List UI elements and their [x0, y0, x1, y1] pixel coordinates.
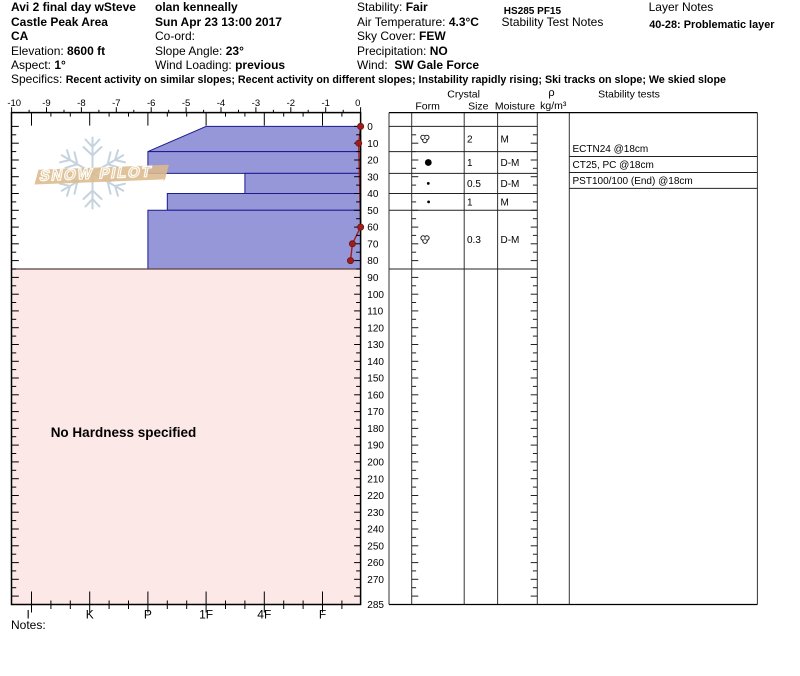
- svg-text:110: 110: [367, 307, 383, 318]
- svg-text:1: 1: [467, 197, 473, 208]
- svg-text:-7: -7: [112, 98, 120, 109]
- svg-text:260: 260: [367, 558, 384, 569]
- svg-text:0: 0: [367, 122, 373, 133]
- svg-text:-6: -6: [147, 98, 155, 109]
- svg-text:Size: Size: [468, 100, 489, 112]
- svg-text:Form: Form: [415, 100, 440, 112]
- svg-text:230: 230: [367, 508, 384, 519]
- svg-text:190: 190: [367, 441, 384, 452]
- svg-text:D-M: D-M: [501, 179, 520, 190]
- svg-text:270: 270: [367, 575, 384, 586]
- svg-text:120: 120: [367, 323, 384, 334]
- svg-text:Crystal: Crystal: [447, 89, 480, 101]
- svg-text:SNOW PILOT: SNOW PILOT: [38, 164, 154, 185]
- svg-text:80: 80: [367, 256, 379, 267]
- svg-text:K: K: [86, 607, 94, 621]
- svg-text:D-M: D-M: [501, 235, 520, 246]
- svg-text:Moisture: Moisture: [495, 100, 535, 112]
- svg-text:-3: -3: [252, 98, 260, 109]
- svg-text:-5: -5: [182, 98, 190, 109]
- svg-text:220: 220: [367, 491, 384, 502]
- svg-text:ECTN24 @18cm: ECTN24 @18cm: [573, 144, 649, 155]
- svg-text:10: 10: [367, 139, 379, 150]
- svg-text:ρ: ρ: [548, 87, 554, 99]
- svg-text:I: I: [27, 607, 30, 621]
- svg-text:0: 0: [355, 98, 360, 109]
- svg-text:-4: -4: [217, 98, 225, 109]
- svg-text:100: 100: [367, 290, 384, 301]
- svg-text:140: 140: [367, 357, 384, 368]
- svg-text:D-M: D-M: [501, 158, 520, 169]
- svg-text:-9: -9: [42, 98, 50, 109]
- svg-text:70: 70: [367, 239, 379, 250]
- svg-text:Stability tests: Stability tests: [598, 89, 660, 101]
- svg-text:F: F: [319, 607, 326, 621]
- svg-text:240: 240: [367, 525, 384, 536]
- svg-text:200: 200: [367, 458, 384, 469]
- svg-text:0.3: 0.3: [467, 235, 481, 246]
- svg-text:160: 160: [367, 390, 384, 401]
- svg-text:-2: -2: [287, 98, 295, 109]
- svg-text:285: 285: [367, 600, 384, 611]
- svg-text:4F: 4F: [257, 607, 271, 621]
- svg-text:2: 2: [467, 135, 473, 146]
- svg-text:60: 60: [367, 223, 379, 234]
- svg-text:M: M: [501, 197, 509, 208]
- svg-text:M: M: [501, 135, 509, 146]
- svg-text:No Hardness specified: No Hardness specified: [51, 425, 197, 440]
- svg-text:30: 30: [367, 172, 379, 183]
- svg-text:20: 20: [367, 156, 379, 167]
- svg-text:250: 250: [367, 541, 384, 552]
- svg-text:-10: -10: [7, 98, 21, 109]
- svg-text:180: 180: [367, 424, 384, 435]
- svg-text:-8: -8: [77, 98, 85, 109]
- svg-text:CT25, PC @18cm: CT25, PC @18cm: [573, 160, 654, 171]
- svg-text:150: 150: [367, 374, 384, 385]
- svg-text:210: 210: [367, 474, 384, 485]
- svg-text:-1: -1: [321, 98, 329, 109]
- svg-text:kg/m³: kg/m³: [540, 100, 567, 112]
- svg-text:130: 130: [367, 340, 384, 351]
- svg-text:P: P: [144, 607, 152, 621]
- svg-text:0.5: 0.5: [467, 179, 481, 190]
- svg-text:40: 40: [367, 189, 379, 200]
- svg-text:170: 170: [367, 407, 384, 418]
- svg-text:1F: 1F: [199, 607, 213, 621]
- svg-text:1: 1: [467, 158, 473, 169]
- svg-text:90: 90: [367, 273, 379, 284]
- svg-text:50: 50: [367, 206, 379, 217]
- svg-text:PST100/100 (End) @18cm: PST100/100 (End) @18cm: [573, 176, 693, 187]
